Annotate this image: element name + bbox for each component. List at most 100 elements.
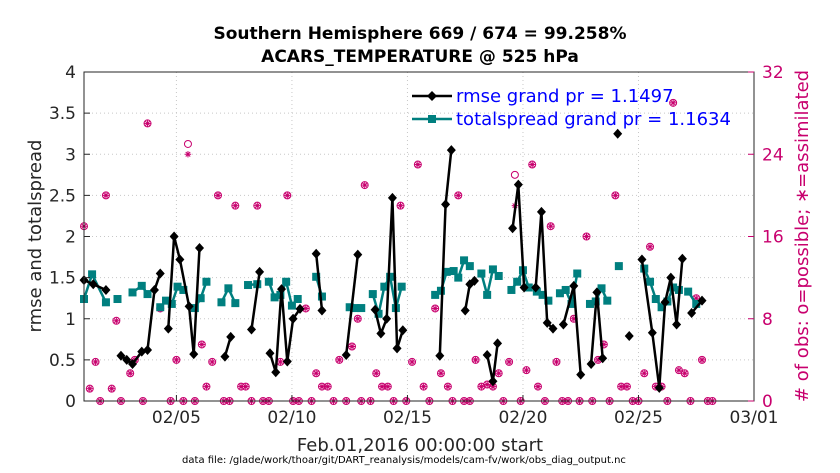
obs-assimilated-marker [86,385,93,392]
rmse-point [519,282,529,293]
totalspread-point [386,272,395,281]
rmse-point [288,313,298,324]
rmse-line [344,254,360,356]
totalspread-point [460,256,469,265]
rmse-point [441,199,451,210]
obs-assimilated-marker [455,192,462,199]
obs-possible-marker [431,304,440,313]
obs-assimilated-marker [237,383,245,390]
rmse-point [493,338,503,349]
rmse-point [143,345,153,356]
obs-assimilated-marker [646,243,654,250]
rmse-point [613,128,623,139]
y-tick-label: 0.5 [49,351,76,371]
totalspread-point [173,282,182,291]
obs-possible-marker [107,384,116,393]
obs-assimilated-marker [254,202,261,209]
obs-possible-marker [396,201,405,210]
obs-assimilated-marker [277,358,284,366]
legend-rmse-marker [427,91,437,101]
rmse-point [220,351,230,362]
rmse-point [576,369,586,380]
y-axis-label: rmse and totalspread [25,140,46,333]
y-tick-label: 2 [65,228,76,248]
y-tick-label: 1 [65,310,76,330]
rmse-point [654,382,664,393]
y2-tick-label: 32 [762,63,784,83]
obs-assimilated-marker [553,358,560,366]
obs-possible-marker [552,357,561,366]
rmse-line [167,235,201,356]
obs-assimilated-marker [583,233,590,240]
totalspread-point [657,303,666,312]
obs-possible-marker [436,369,445,378]
rmse-point [392,343,402,354]
x-tick-label: 03/01 [730,408,779,428]
totalspread-point [357,304,366,313]
totalspread-point [513,277,522,286]
totalspread-point [646,277,655,286]
rmse-point [398,325,408,336]
obs-assimilated-marker [203,383,210,390]
obs-assimilated-marker [173,356,180,364]
totalspread-point [224,284,233,293]
rmse-point [558,319,568,330]
totalspread-point [217,298,226,307]
obs-possible-marker [202,382,211,391]
obs-assimilated-marker [444,383,452,390]
obs-possible-marker [533,382,542,391]
obs-possible-marker [101,191,110,200]
totalspread-point [162,296,171,305]
x-tick-label: 02/20 [498,408,547,428]
totalspread-point [282,277,291,286]
totalspread-point [567,299,576,308]
obs-possible-marker [253,201,262,210]
rmse-point [586,358,596,369]
rmse-point [271,367,281,378]
totalspread-point [101,298,110,307]
obs-assimilated-marker [437,370,445,377]
obs-possible-marker [528,160,537,169]
rmse-point [226,331,236,342]
obs-assimilated-marker [472,356,479,364]
obs-assimilated-marker [184,151,192,158]
rmse-point [660,297,670,308]
obs-assimilated-marker [623,383,631,390]
rmse-point [195,243,205,254]
obs-assimilated-marker [354,315,361,322]
obs-assimilated-marker [113,317,120,325]
totalspread-point [264,277,273,286]
obs-assimilated-marker [108,385,115,392]
rmse-point [548,323,558,334]
rmse-point [370,304,380,315]
obs-possible-marker [372,369,381,378]
obs-assimilated-marker [495,370,502,377]
legend: rmse grand pr = 1.1497 totalspread grand… [412,86,731,130]
chart-title-line-2: ACARS_TEMPERATURE @ 525 hPa [261,47,579,67]
obs-assimilated-marker [483,381,491,388]
obs-possible-marker [680,369,689,378]
obs-possible-marker [283,191,292,200]
rmse-point [155,268,165,279]
totalspread-point [431,290,440,299]
totalspread-point [374,309,383,318]
rmse-point [387,192,397,203]
rmse-point [88,279,98,290]
obs-possible-marker [360,181,369,190]
rmse-point [647,327,657,338]
x-tick-label: 02/15 [383,408,432,428]
y-tick-label: 1.5 [49,269,76,289]
rmse-point [341,349,351,360]
totalspread-point [137,281,146,290]
legend-rmse-label: rmse grand pr = 1.1497 [456,86,674,107]
totalspread-point [317,292,326,301]
rmse-point [469,275,479,286]
rmse-point [189,349,199,360]
totalspread-point [465,262,474,271]
obs-assimilated-marker [284,192,291,199]
rmse-point [247,324,256,335]
totalspread-point [483,290,492,299]
obs-assimilated-marker [397,202,404,209]
rmse-point [149,284,159,295]
obs-possible-marker [183,139,192,148]
